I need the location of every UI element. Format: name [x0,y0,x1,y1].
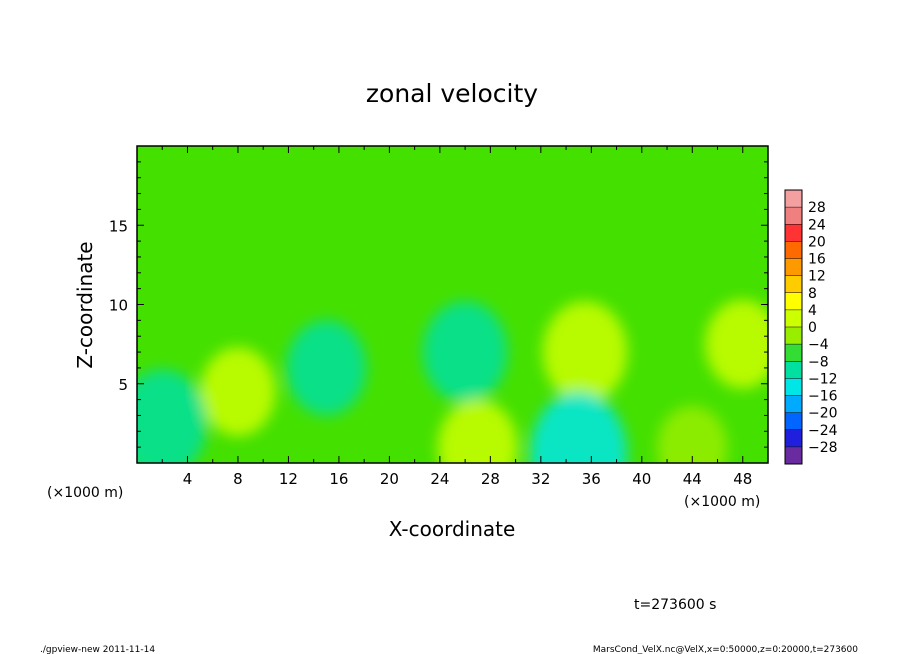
chart-title: zonal velocity [366,79,538,108]
colorbar-swatch [785,207,802,225]
colorbar-swatch [785,429,802,447]
field-feature [530,391,628,463]
y-axis: 5 10 15 [109,161,768,448]
colorbar-swatch [785,190,802,208]
field-feature [200,347,276,437]
colorbar-swatch [785,395,802,413]
colorbar-label: 20 [808,234,826,250]
colorbar-label: −24 [808,423,838,439]
colorbar-label: −16 [808,389,838,405]
colorbar-label: −4 [808,337,829,353]
colorbar-swatch [785,412,802,430]
field-feature [542,301,628,403]
colorbar-swatch [785,327,802,345]
colorbar-label: −12 [808,371,838,387]
field-feature [657,405,728,463]
colorbar-swatch [785,309,802,327]
heatmap-field [137,146,768,463]
y-tick-label: 10 [109,297,128,315]
field-feature [422,301,508,403]
colorbar-label: −20 [808,406,838,422]
colorbar-label: 0 [808,320,817,336]
colorbar-swatch [785,446,802,464]
colorbar-label: −8 [808,354,829,370]
x-axis-label: X-coordinate [389,517,516,541]
y-tick-label: 15 [109,217,128,235]
field-feature [705,299,768,389]
x-unit-label-right: (×1000 m) [684,494,760,510]
colorbar-swatch [785,275,802,293]
field-feature [137,369,207,463]
colorbar-label: 12 [808,269,826,285]
x-tick-label: 8 [233,470,243,488]
x-tick-label: 32 [531,470,550,488]
x-tick-label: 36 [582,470,601,488]
colorbar-label: 16 [808,252,826,268]
colorbar-label: 28 [808,200,826,216]
colorbar-swatch [785,224,802,242]
colorbar-label: 24 [808,217,826,233]
x-tick-label: 28 [481,470,500,488]
x-axis: 4 8 12 16 20 24 28 32 36 40 44 48 [161,146,752,488]
colorbar-label: −28 [808,440,838,456]
colorbar-swatch [785,378,802,396]
field-feature [286,320,367,416]
x-tick-label: 12 [279,470,298,488]
x-unit-label-left: (×1000 m) [47,485,123,501]
colorbar-swatch [785,344,802,362]
x-tick-label: 4 [183,470,193,488]
x-tick-label: 16 [329,470,348,488]
source-label: MarsCond_VelX.nc@VelX,x=0:50000,z=0:2000… [593,645,858,654]
colorbar-label: 4 [808,303,817,319]
program-label: ./gpview-new 2011-11-14 [40,645,155,654]
colorbar-swatch [785,292,802,310]
x-tick-label: 40 [632,470,651,488]
x-tick-label: 20 [380,470,399,488]
time-label: t=273600 s [634,597,716,613]
colorbar-label: 8 [808,286,817,302]
x-tick-label: 24 [430,470,449,488]
field-feature [437,399,518,463]
y-axis-label: Z-coordinate [73,241,97,368]
colorbar-swatch [785,241,802,259]
x-tick-label: 44 [683,470,702,488]
colorbar-swatch [785,258,802,276]
y-tick-label: 5 [118,376,128,394]
x-tick-label: 48 [733,470,752,488]
colorbar-swatch [785,361,802,379]
